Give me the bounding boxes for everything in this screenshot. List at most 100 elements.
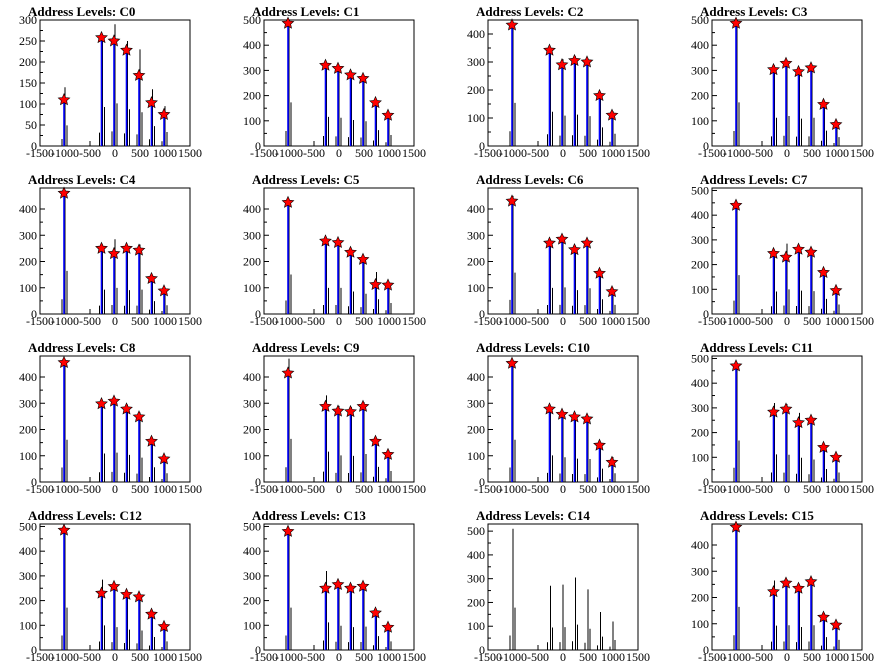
x-tick-label: 1500 — [178, 146, 202, 160]
y-tick-label: 400 — [243, 38, 261, 52]
x-tick-label: 1000 — [153, 314, 177, 328]
peak-marker — [829, 618, 843, 631]
x-tick-label: 0 — [784, 314, 790, 328]
y-tick-label: 400 — [467, 370, 485, 384]
x-tick-label: -1000 — [499, 314, 527, 328]
x-tick-label: -1000 — [723, 314, 751, 328]
x-tick-label: 500 — [803, 146, 821, 160]
chart-panel: Address Levels: C1 0 100 200 300 400 500 -1500-… — [224, 0, 448, 168]
x-tick-label: 0 — [336, 482, 342, 496]
x-tick-label: 500 — [803, 482, 821, 496]
x-tick-label: -1500 — [474, 650, 502, 664]
peak-marker — [767, 405, 780, 418]
chart-panel: Address Levels: C8 0 100 200 300 400 -1500 -100… — [0, 336, 224, 504]
y-tick-label: 100 — [691, 617, 709, 631]
x-tick-label: 1000 — [601, 314, 625, 328]
y-tick-label: 100 — [467, 111, 485, 125]
x-tick-label: -1500 — [26, 650, 54, 664]
peak-marker — [792, 64, 805, 78]
x-tick-label: 500 — [579, 482, 597, 496]
y-tick-label: 200 — [19, 423, 37, 437]
peak-marker — [817, 265, 830, 278]
x-tick-label: 500 — [579, 146, 597, 160]
x-tick-label: 1000 — [153, 650, 177, 664]
peak-marker — [95, 30, 108, 44]
peak-marker — [57, 355, 71, 369]
y-tick-label: 100 — [19, 97, 37, 111]
peak-marker — [729, 198, 743, 211]
chart-svg: Address Levels: C13 0 100 200 300 400 500 -1500… — [243, 508, 426, 664]
y-tick-label: 200 — [467, 255, 485, 269]
y-tick-label: 300 — [467, 572, 485, 586]
y-tick-label: 0 — [31, 139, 37, 153]
peak-marker — [381, 620, 395, 633]
chart-title: Address Levels: C4 — [28, 172, 136, 187]
peak-marker — [792, 242, 805, 255]
x-tick-label: 0 — [336, 314, 342, 328]
y-tick-label: 100 — [467, 281, 485, 295]
x-tick-label: 1000 — [601, 482, 625, 496]
x-tick-label: 0 — [784, 146, 790, 160]
peak-marker — [543, 43, 556, 56]
peak-marker — [792, 581, 805, 594]
peak-marker — [593, 88, 606, 102]
peak-marker — [95, 241, 108, 254]
x-tick-label: 1500 — [850, 146, 874, 160]
x-tick-label: -1500 — [26, 146, 54, 160]
peak-marker — [568, 53, 581, 67]
y-tick-label: 300 — [19, 228, 37, 242]
x-tick-label: 500 — [803, 314, 821, 328]
x-tick-label: 1000 — [377, 146, 401, 160]
y-tick-label: 300 — [691, 564, 709, 578]
peak-marker — [568, 410, 581, 423]
y-tick-label: 0 — [479, 475, 485, 489]
y-tick-label: 100 — [243, 449, 261, 463]
peak-marker — [817, 440, 830, 453]
peak-marker — [57, 93, 71, 106]
peak-marker — [767, 62, 780, 76]
x-tick-label: -500 — [303, 146, 325, 160]
x-tick-label: -1000 — [723, 146, 751, 160]
x-tick-label: -500 — [527, 482, 549, 496]
x-tick-label: -500 — [303, 482, 325, 496]
peak-marker — [344, 581, 357, 594]
peak-marker — [132, 590, 146, 603]
peak-marker — [804, 413, 818, 426]
peak-marker — [593, 266, 606, 279]
peak-marker — [107, 579, 121, 592]
peak-marker — [145, 271, 158, 285]
peak-marker — [132, 410, 146, 423]
peak-marker — [804, 245, 818, 258]
peak-marker — [132, 68, 146, 81]
x-tick-label: 1500 — [178, 314, 202, 328]
x-tick-label: -500 — [751, 314, 773, 328]
x-tick-label: 1500 — [850, 650, 874, 664]
y-tick-label: 400 — [691, 538, 709, 552]
x-tick-label: 1500 — [850, 314, 874, 328]
x-tick-label: 0 — [560, 650, 566, 664]
chart-title: Address Levels: C2 — [476, 4, 583, 19]
peak-marker — [580, 412, 594, 425]
x-tick-label: 1000 — [825, 482, 849, 496]
chart-title: Address Levels: C13 — [252, 508, 366, 523]
peak-marker — [157, 452, 171, 465]
y-tick-label: 0 — [703, 643, 709, 657]
peak-marker — [555, 58, 569, 71]
peak-marker — [281, 16, 295, 29]
x-tick-label: 500 — [131, 314, 149, 328]
x-tick-label: -1500 — [698, 146, 726, 160]
x-tick-label: -500 — [751, 650, 773, 664]
y-tick-label: 0 — [255, 139, 261, 153]
y-tick-label: 400 — [19, 370, 37, 384]
chart-title: Address Levels: C7 — [700, 172, 808, 187]
peak-marker — [605, 284, 619, 298]
y-tick-label: 100 — [691, 282, 709, 296]
x-tick-label: 500 — [131, 482, 149, 496]
x-tick-label: -1500 — [474, 314, 502, 328]
chart-title: Address Levels: C14 — [476, 508, 590, 523]
y-tick-label: 200 — [691, 591, 709, 605]
chart-title: Address Levels: C12 — [28, 508, 142, 523]
peak-marker — [344, 245, 357, 258]
chart-panel: Address Levels: C2 0 100 200 300 400 -1500 -100… — [448, 0, 672, 168]
